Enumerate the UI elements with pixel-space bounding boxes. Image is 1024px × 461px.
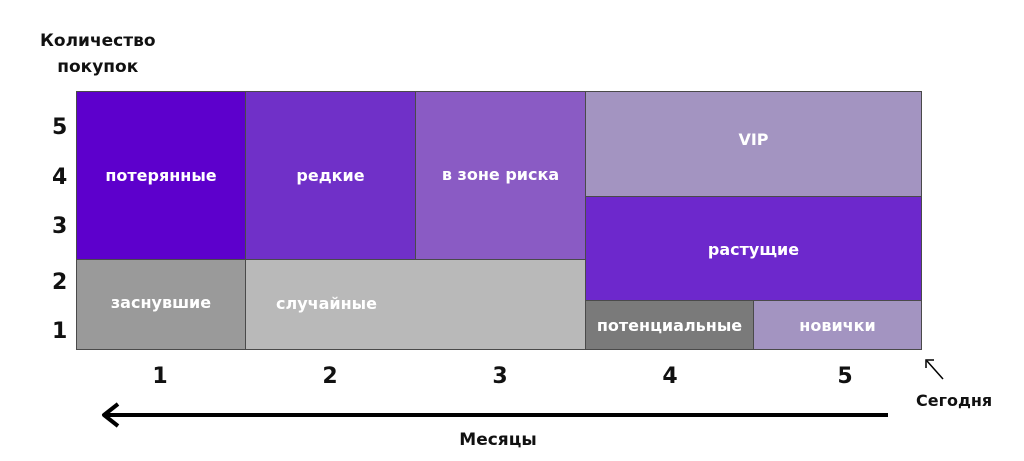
segment-occasional-label: случайные <box>276 294 377 313</box>
segment-dormant: заснувшие <box>76 259 246 350</box>
segment-rare: редкие <box>245 91 416 260</box>
y-tick-3: 3 <box>52 214 68 239</box>
segment-newbies-label: новички <box>799 315 876 335</box>
y-tick-5: 5 <box>52 115 68 140</box>
segment-rare-label: редкие <box>296 166 365 185</box>
x-axis-label: Месяцы <box>459 430 537 450</box>
segment-occasional: случайные <box>245 259 586 350</box>
y-tick-2: 2 <box>52 270 68 295</box>
y-tick-4: 4 <box>52 165 68 190</box>
y-tick-1: 1 <box>52 319 68 344</box>
months-arrow <box>102 402 888 428</box>
segment-lost-label: потерянные <box>105 166 217 185</box>
segment-vip-label: VIP <box>738 129 769 149</box>
x-tick-3: 3 <box>492 364 508 389</box>
y-axis-label: Количество покупок <box>40 28 156 80</box>
y-axis-label-line2: покупок <box>57 57 139 77</box>
segment-at-risk-label: в зоне риска <box>441 164 560 184</box>
segment-dormant-label: заснувшие <box>110 293 212 312</box>
segment-growing: растущие <box>585 196 922 302</box>
y-axis-label-line1: Количество <box>40 31 156 51</box>
x-tick-1: 1 <box>152 364 168 389</box>
segment-growing-label: растущие <box>707 239 800 259</box>
today-pointer-arrow <box>925 359 944 380</box>
segment-lost: потерянные <box>76 91 246 260</box>
segment-potential-label: потенциальные <box>596 315 743 335</box>
x-tick-2: 2 <box>322 364 338 389</box>
x-tick-4: 4 <box>662 364 678 389</box>
today-label: Сегодня <box>916 391 993 410</box>
segment-newbies: новички <box>753 300 922 350</box>
segment-potential: потенциальные <box>585 300 754 350</box>
x-tick-5: 5 <box>837 364 853 389</box>
